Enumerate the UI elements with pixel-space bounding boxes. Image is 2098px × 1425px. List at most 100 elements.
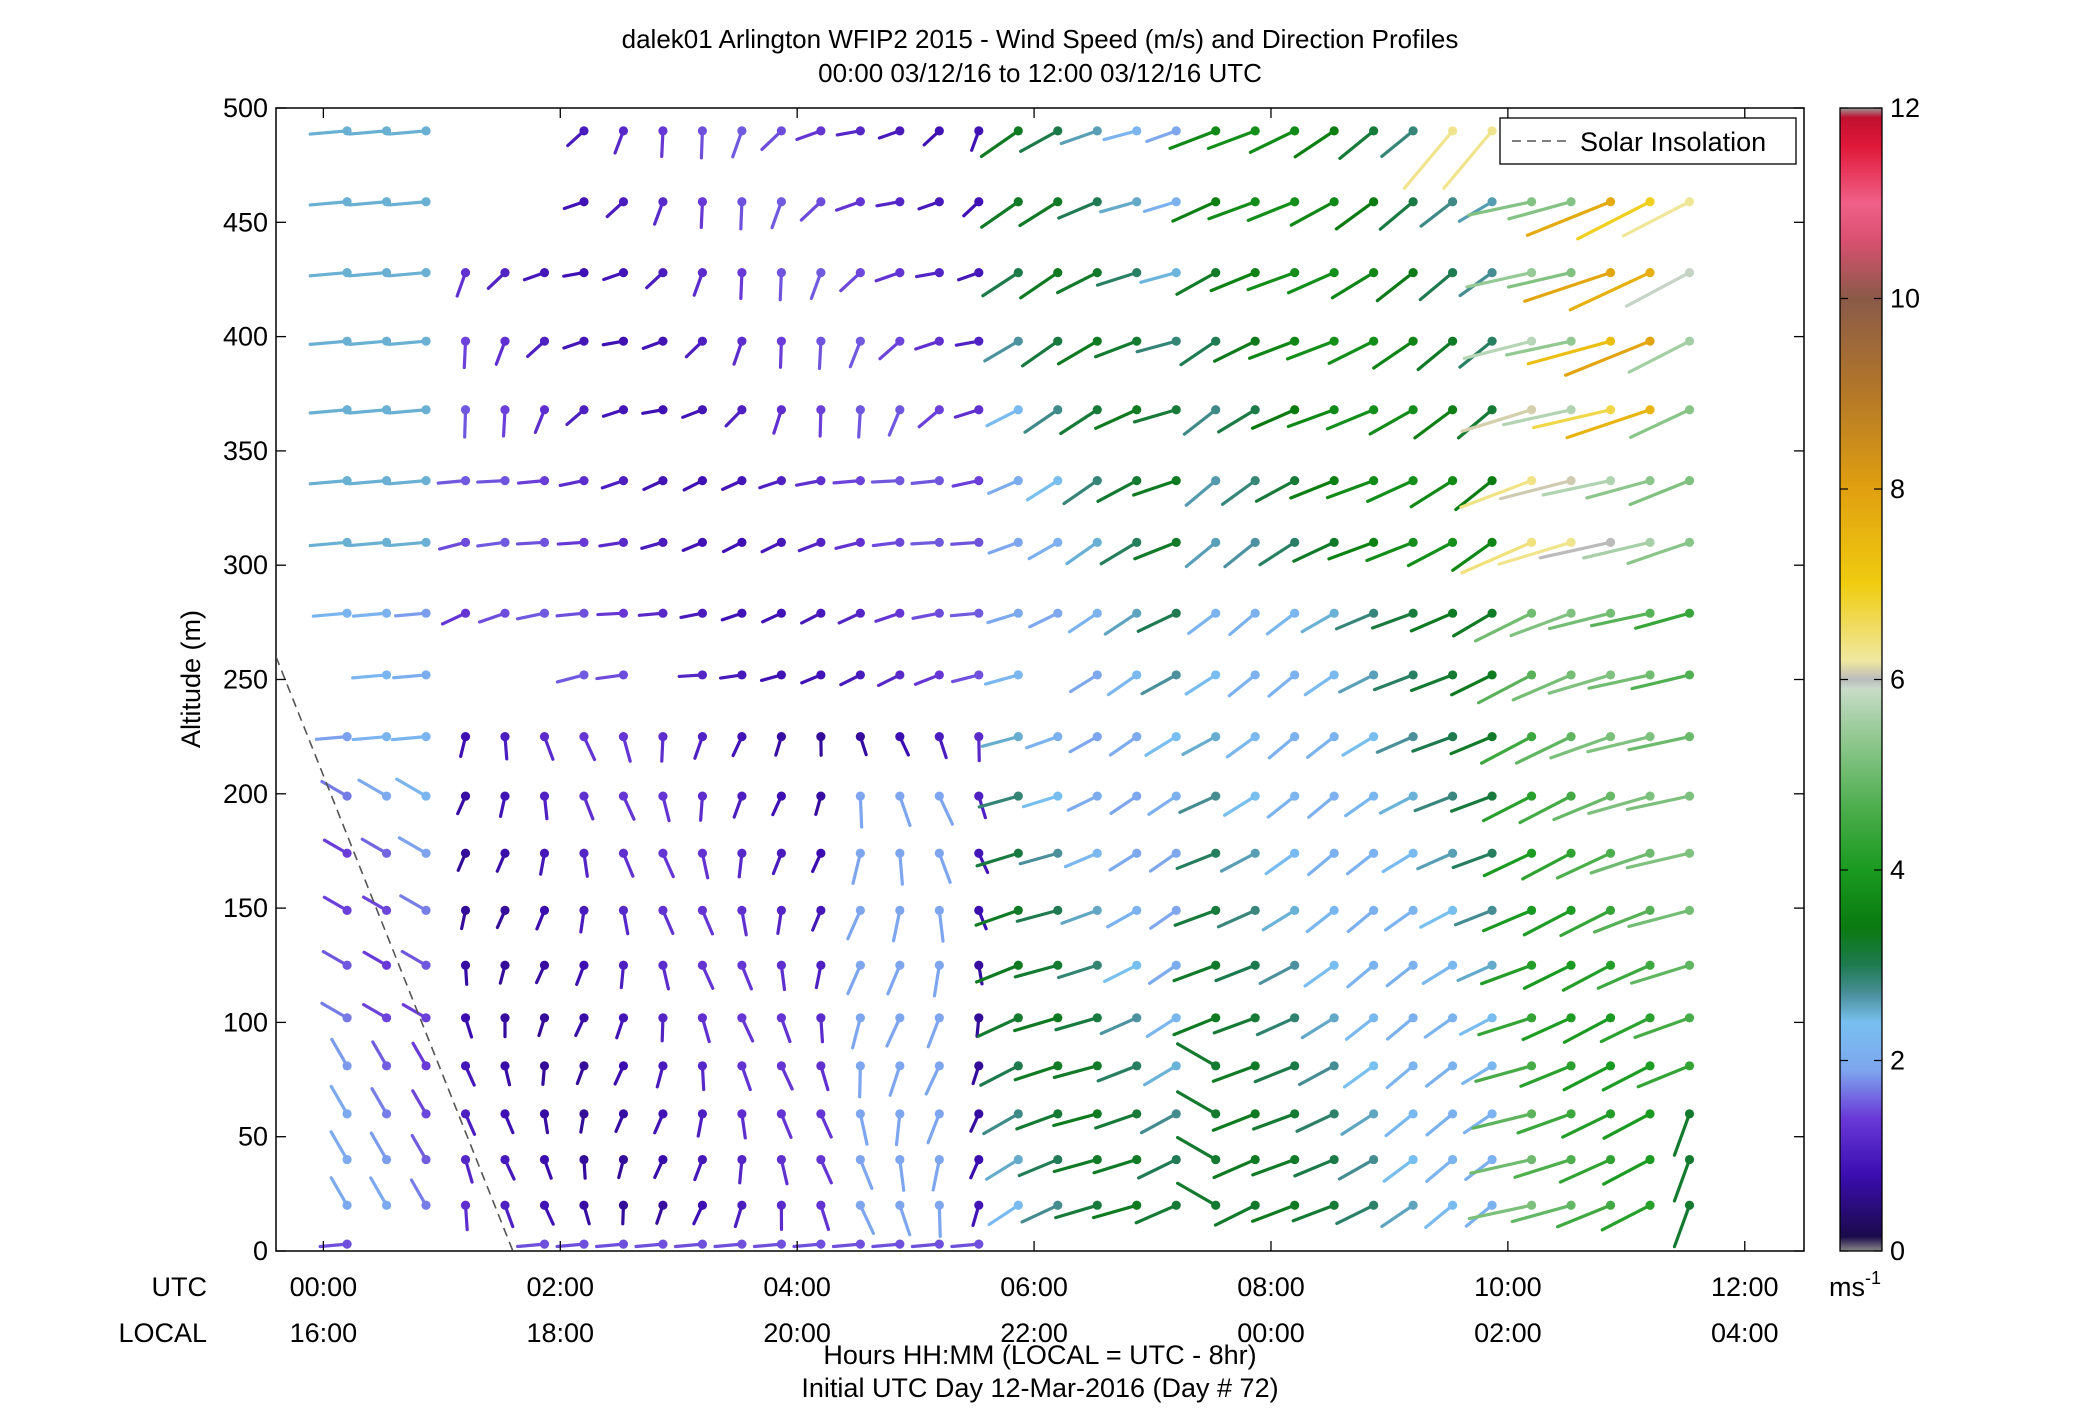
wind-barb-dot (974, 197, 984, 207)
wind-barb-dot (421, 1013, 431, 1023)
wind-barb-dot (1211, 267, 1221, 278)
wind-barb-dot (776, 267, 786, 278)
wind-barb-shaft (387, 339, 428, 346)
wind-barb-dot (1526, 732, 1537, 742)
wind-barb-shaft (1342, 1064, 1376, 1089)
wind-barb-shaft (1253, 1064, 1297, 1084)
wind-barb-shaft (387, 479, 428, 486)
wind-barb-dot (500, 1013, 510, 1023)
wind-barb-dot (421, 670, 431, 680)
wind-barb-dot (776, 336, 786, 346)
wind-barb-dot (934, 336, 944, 346)
wind-barb-shaft (1344, 1016, 1376, 1041)
wind-barb-shaft (937, 908, 945, 943)
wind-barb-dot (855, 267, 865, 278)
wind-barb-dot (539, 848, 550, 858)
wind-barb-shaft (308, 479, 349, 486)
wind-barb-shaft (357, 778, 389, 798)
wind-barb-shaft (1582, 540, 1652, 560)
wind-barb-dot (1290, 1154, 1300, 1165)
wind-barb-dot (460, 608, 471, 618)
wind-barb-dot (1290, 905, 1300, 915)
wind-barb-shaft (399, 894, 428, 912)
wind-barb-shaft (1264, 851, 1297, 876)
wind-barb-shaft (1561, 1112, 1613, 1139)
wind-barb-dot (1605, 405, 1616, 415)
wind-barb-shaft (983, 339, 1020, 363)
y-tick-label: 50 (238, 1122, 268, 1152)
wind-barb-dot (1369, 732, 1379, 742)
wind-barb-dot (658, 405, 668, 415)
wind-barb-shaft (1585, 479, 1652, 500)
wind-barb-shaft (1425, 1157, 1455, 1183)
wind-barb-dot (1447, 476, 1458, 486)
wind-barb-dot (1290, 1061, 1300, 1071)
wind-barb-dot (1566, 1109, 1576, 1119)
wind-barb-dot (1290, 848, 1300, 858)
wind-barb-dot (974, 1013, 984, 1023)
x-tick-label-local: 04:00 (1711, 1318, 1779, 1348)
wind-barb-shaft (351, 673, 389, 680)
wind-barb-dot (1290, 405, 1300, 415)
wind-barb-dot (1132, 126, 1142, 136)
wind-barb-shaft (1139, 270, 1178, 284)
chart-subtitle: 00:00 03/12/16 to 12:00 03/12/16 UTC (818, 58, 1262, 88)
wind-barb-dot (1645, 1109, 1655, 1119)
wind-barb-dot (1369, 1154, 1379, 1165)
wind-barb-dot (1645, 1200, 1655, 1210)
wind-barb-dot (934, 537, 944, 547)
wind-barb-dot (1053, 267, 1063, 278)
wind-barb-shaft (1056, 270, 1099, 295)
wind-barb-dot (1408, 1061, 1418, 1071)
wind-barb-shaft (1106, 908, 1139, 929)
wind-barb-shaft (1102, 129, 1139, 142)
wind-barb-shaft (1474, 1064, 1534, 1083)
wind-barb-dot (1566, 537, 1576, 547)
wind-barb-dot (1684, 791, 1695, 801)
wind-barb-dot (1487, 476, 1497, 486)
x-tick-label-local: 16:00 (290, 1318, 358, 1348)
wind-barb-dot (1171, 405, 1181, 415)
wind-barb-dot (618, 267, 629, 278)
wind-barb-shaft (1068, 735, 1099, 754)
wind-barb-dot (776, 1200, 786, 1210)
x-tick-label-local: 18:00 (526, 1318, 594, 1348)
wind-barb-shaft (1066, 794, 1099, 812)
wind-barb-shaft (1334, 611, 1376, 631)
wind-barb-shaft (1521, 851, 1573, 881)
x-tick-label-local: 02:00 (1474, 1318, 1542, 1348)
wind-barb-shaft (1509, 611, 1573, 638)
wind-barb-shaft (1411, 735, 1455, 753)
wind-barb-dot (342, 848, 352, 858)
wind-barb-shaft (1541, 479, 1613, 497)
wind-barb-dot (539, 1109, 550, 1119)
wind-barb-shaft (1416, 339, 1455, 372)
wind-barb-shaft (1462, 339, 1534, 360)
wind-barb-dot (1092, 476, 1102, 486)
wind-barb-shaft (1209, 270, 1257, 293)
wind-barb-dot (1132, 608, 1142, 618)
wind-barb-shaft (1634, 611, 1692, 630)
wind-barb-dot (421, 732, 431, 742)
wind-barb-dot (1013, 267, 1023, 278)
wind-barb-shaft (387, 200, 428, 207)
y-axis: 0 50 100 150 200 250 300 350 400 450 500 (223, 93, 1804, 1266)
wind-barb-dot (1290, 197, 1300, 207)
wind-barb-dot (421, 476, 431, 486)
wind-barb-dot (1408, 732, 1418, 742)
wind-barb-shaft (1248, 129, 1297, 154)
wind-barb-dot (1290, 791, 1300, 801)
wind-barb-dot (1526, 476, 1537, 486)
wind-barb-dot (1171, 267, 1181, 278)
wind-barb-shaft (1372, 339, 1415, 370)
wind-barb-shaft (987, 540, 1020, 555)
wind-barb-shaft (409, 1178, 428, 1207)
wind-barb-shaft (926, 1112, 941, 1145)
wind-barb-dot (974, 126, 984, 136)
wind-barb-dot (816, 732, 826, 742)
wind-barb-dot (1487, 732, 1497, 742)
wind-barb-dot (1171, 197, 1181, 207)
wind-barb-dot (1447, 905, 1458, 915)
wind-barb-shaft (387, 270, 428, 278)
wind-barb-dot (697, 791, 708, 801)
